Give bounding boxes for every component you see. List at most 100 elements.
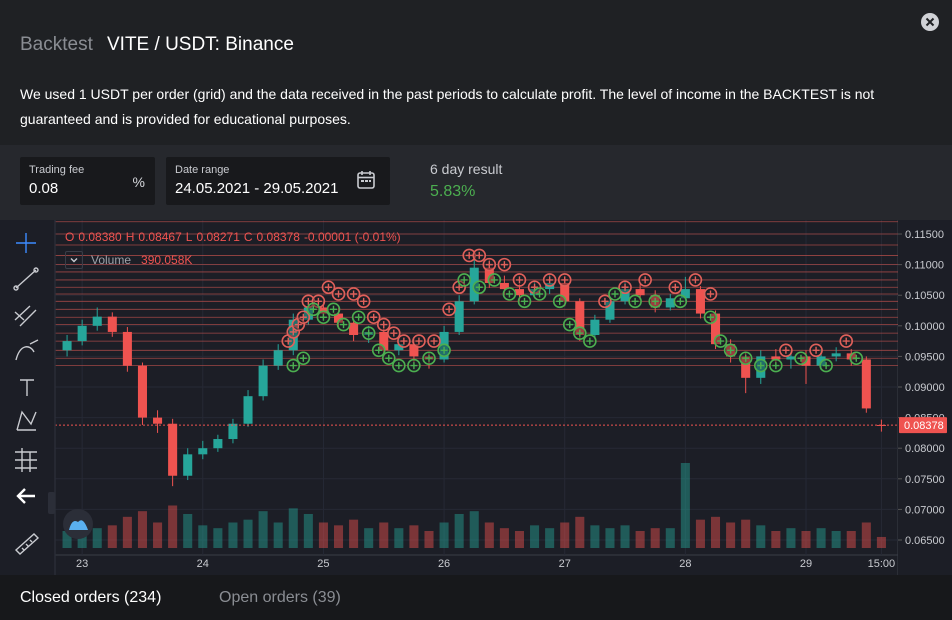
order-cross [340, 321, 348, 329]
candle-body [92, 316, 102, 326]
order-cross [370, 313, 378, 321]
order-cross [641, 276, 649, 284]
buy-order [713, 334, 728, 348]
sell-order [397, 334, 411, 348]
order-cross [304, 297, 312, 305]
order-cross [324, 283, 332, 291]
legend-label: O [65, 230, 75, 244]
volume-bar [620, 525, 630, 548]
order-cross [611, 290, 619, 298]
order-cross [561, 276, 569, 284]
sell-order [291, 317, 306, 332]
buy-order [794, 351, 808, 366]
volume-bar [92, 528, 102, 548]
buy-order [422, 351, 436, 366]
price-axis [898, 220, 952, 575]
buy-order [457, 273, 471, 287]
chevron [70, 258, 78, 263]
buy-order [361, 326, 376, 340]
buy-order [381, 351, 396, 366]
order-cross [852, 354, 860, 362]
volume-bar [424, 531, 434, 548]
result-value: 5.83% [430, 183, 476, 200]
order-cross [294, 321, 302, 329]
collapse-button[interactable] [65, 251, 83, 269]
order-cross [289, 362, 297, 370]
order-cross [445, 305, 453, 313]
candle-body [590, 319, 600, 335]
legend-label: H [125, 230, 135, 244]
order-cross [500, 261, 508, 269]
result-label: 6 day result [430, 161, 503, 177]
order-cross [490, 276, 498, 284]
volume-bar [605, 528, 615, 548]
candle-body [77, 325, 87, 342]
volume-bar [439, 522, 449, 548]
sell-order [512, 273, 527, 287]
sell-order [427, 334, 441, 348]
candle-body [665, 298, 675, 308]
volume-bar [741, 519, 751, 548]
sell-order [412, 334, 426, 348]
volume-legend: Volume 390.058K [65, 251, 192, 269]
candle-body [409, 344, 419, 357]
y-tick-label: 0.09500 [905, 351, 945, 363]
order-cross [822, 362, 830, 370]
tab[interactable]: Open orders (39) [219, 589, 341, 606]
order-cross [797, 354, 805, 362]
field-value: 0.08 [29, 180, 59, 197]
legend-value: 0.08378 [256, 230, 300, 244]
tab[interactable]: Closed orders (234) [20, 589, 162, 606]
volume-bar [846, 531, 856, 548]
volume-bar [484, 522, 494, 548]
volume-bar [665, 528, 675, 548]
volume-bar [786, 528, 796, 548]
order-cross [601, 297, 609, 305]
candle-body [258, 365, 268, 397]
sell-order [366, 310, 381, 325]
buy-order [673, 294, 688, 309]
order-cross [410, 362, 418, 370]
buy-order [351, 310, 366, 325]
volume-bar [168, 505, 178, 548]
buy-order [738, 351, 753, 366]
candle-body [349, 322, 359, 335]
x-tick-label: 25 [317, 558, 329, 570]
order-cross [546, 276, 554, 284]
order-cross [782, 346, 790, 354]
volume-bar [409, 525, 419, 548]
candle-body [499, 282, 509, 290]
volume-bar [107, 525, 117, 548]
order-cross [350, 290, 358, 298]
volume-bar [726, 522, 736, 548]
volume-bar [364, 528, 374, 548]
order-cross [309, 305, 317, 313]
order-cross [299, 313, 307, 321]
ohlc-legend: O 0.08380 H 0.08467 L 0.08271 C 0.08378 -0.00001… [65, 230, 405, 244]
legend-change: -0.00001 (-0.01%) [303, 230, 401, 244]
volume-bar [590, 525, 600, 548]
order-cross [415, 337, 423, 345]
close-button[interactable] [921, 13, 939, 31]
order-cross [385, 354, 393, 362]
sell-order [527, 280, 542, 295]
fee-field[interactable]: Trading fee 0.08 % [20, 157, 155, 205]
volume-bar [288, 508, 298, 548]
candle-body [333, 313, 344, 323]
date-range-field[interactable]: Date range 24.05.2021 - 29.05.2021 [166, 157, 390, 205]
order-cross [515, 276, 523, 284]
volume-bar [514, 531, 525, 548]
sell-order [598, 294, 612, 309]
buy-order [502, 287, 517, 301]
order-cross [556, 297, 564, 305]
volume-bar [711, 516, 721, 548]
order-cross [360, 297, 368, 305]
candle-body [876, 424, 886, 426]
settings-band [0, 145, 952, 220]
sell-order [452, 280, 466, 295]
volume-bar [318, 522, 328, 548]
buy-order [583, 334, 597, 348]
sell-order [703, 287, 718, 301]
candle-body [711, 313, 721, 345]
